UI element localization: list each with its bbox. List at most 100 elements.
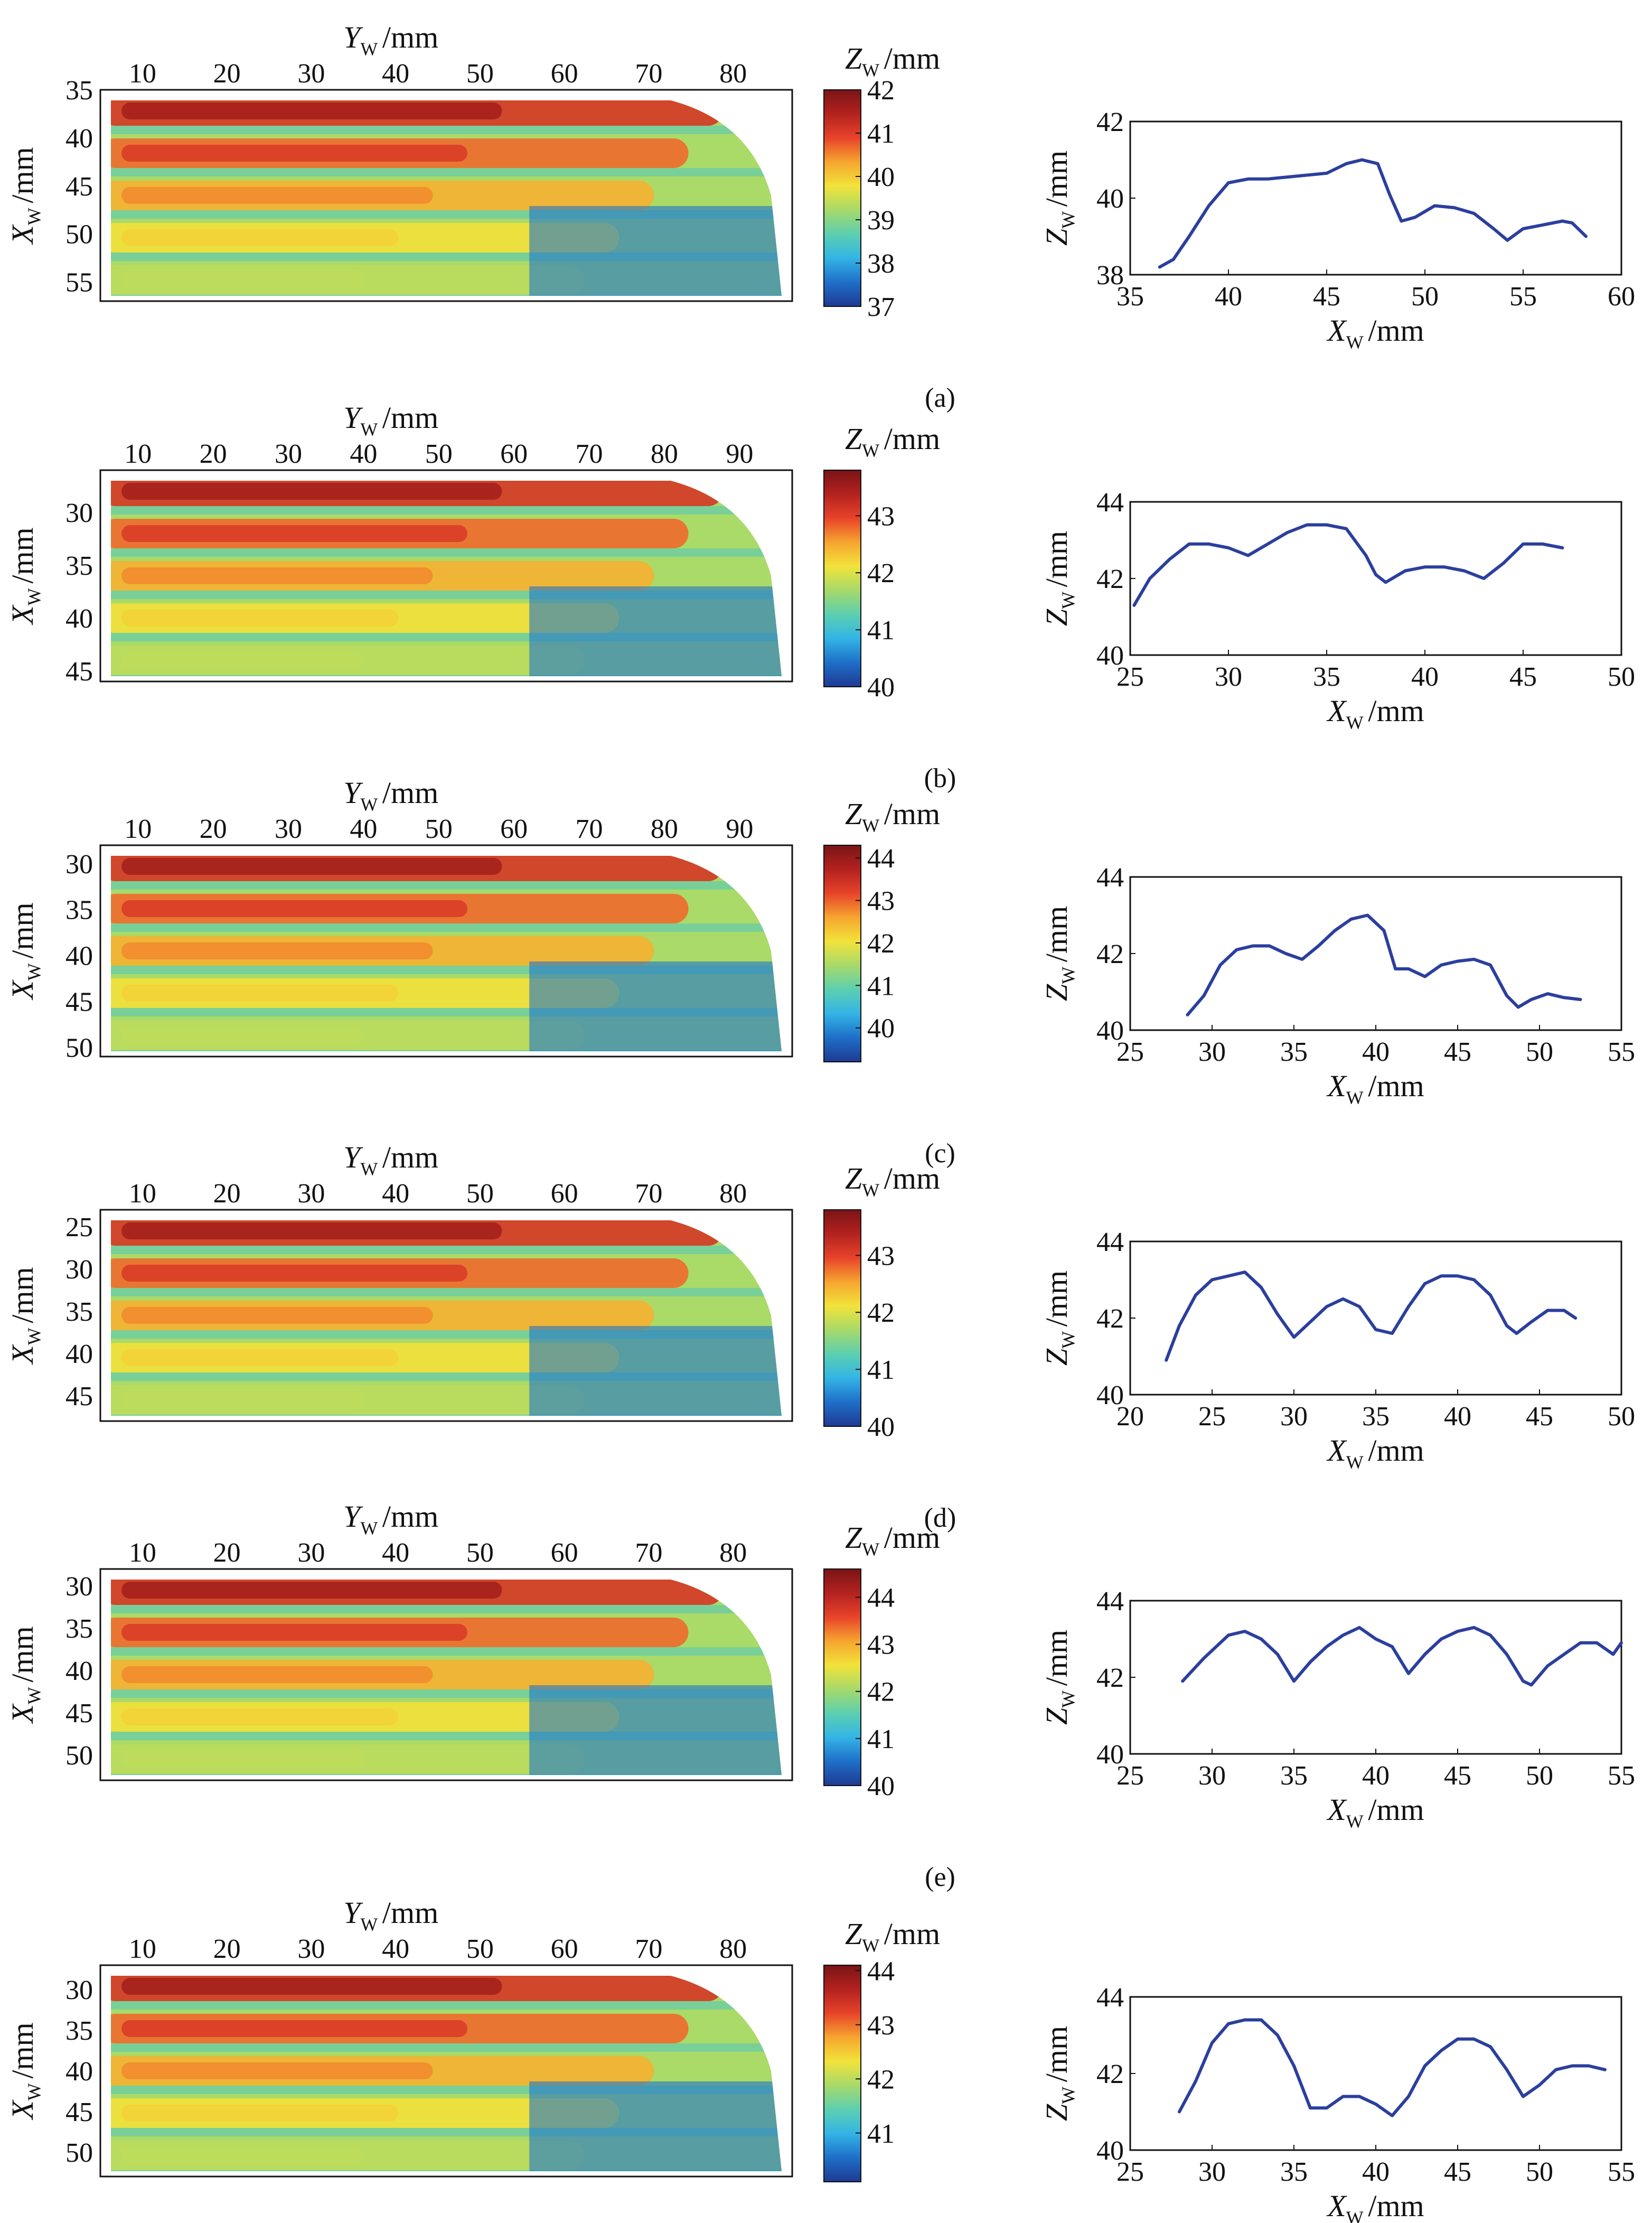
colorbar-zw-unit: /mm	[884, 1161, 940, 1195]
colorbar-tick: 40	[867, 162, 895, 192]
profile-zw-text: ZW/mm	[1039, 2026, 1079, 2121]
heatmap-yw-subscript: W	[360, 419, 378, 440]
colorbar-tick: 44	[867, 1956, 895, 1986]
heatmap-x-tick: 80	[719, 1934, 747, 1964]
profile-y-tick: 40	[1096, 1016, 1124, 1046]
heatmap-xw-label: XW/mm	[5, 527, 45, 625]
profile-frame	[1129, 1240, 1622, 1396]
heatmap-xw-text: XW/mm	[5, 1267, 45, 1365]
heatmap-gap	[111, 1647, 782, 1656]
heatmap-low-region	[529, 961, 782, 1051]
heatmap-y-tick: 45	[65, 987, 93, 1017]
profile-x-tick: 35	[1280, 1761, 1308, 1791]
heatmap-x-tick: 40	[382, 1934, 409, 1964]
heatmap-band-core	[121, 567, 433, 584]
heatmap-band-core	[121, 1978, 502, 1995]
heatmap-low-region	[529, 1326, 782, 1416]
heatmap-x-tick: 30	[297, 59, 325, 89]
heatmap-x-tick: 40	[350, 439, 377, 469]
panels: 10 20 30 40 50 60 70 80YW/mm3540455055XW/mm4241…	[5, 20, 1635, 2223]
colorbar-zw-unit: /mm	[884, 1520, 940, 1555]
heatmap-frame	[99, 844, 793, 1058]
heatmap-y-tick: 40	[65, 1339, 93, 1369]
profile-zw-unit: /mm	[1039, 2026, 1074, 2082]
heatmap-y-tick: 35	[65, 551, 93, 581]
colorbar-a: 42 41 40 39 38 37 ZW/mm	[823, 41, 940, 322]
colorbar-tick: 42	[867, 2065, 895, 2095]
profile-xw-symbol: X	[1326, 1069, 1347, 1103]
heatmap-yw-symbol: Y	[343, 1140, 363, 1174]
colorbar-zw-subscript: W	[862, 1936, 879, 1956]
heatmap-yw-label: YW/mm	[343, 400, 438, 440]
heatmap-x-tick: 20	[200, 814, 227, 844]
profile-y-tick: 44	[1096, 488, 1124, 518]
heatmap-x-tick: 70	[576, 439, 603, 469]
profile-zw-text: ZW/mm	[1039, 151, 1079, 246]
heatmap-xw-unit: /mm	[5, 2022, 40, 2078]
colorbar-tick: 43	[867, 886, 895, 917]
heatmap-yw-unit: /mm	[382, 1895, 438, 1930]
profile-y-tick: 42	[1096, 2059, 1124, 2089]
colorbar-zw-label: ZW/mm	[845, 1917, 940, 1956]
colorbar-zw-unit: /mm	[884, 1917, 940, 1951]
profile-line	[1186, 913, 1582, 1016]
heatmap-low-region	[529, 2081, 782, 2171]
colorbar-tick: 41	[867, 1724, 895, 1754]
heatmap-xw-unit: /mm	[5, 147, 40, 203]
profile-xw-symbol: X	[1326, 1433, 1347, 1468]
heatmap-yw-subscript: W	[360, 795, 378, 815]
heatmap-x-tick: 30	[275, 814, 302, 844]
heatmap-x-tick: 70	[635, 59, 662, 89]
heatmap-band-core	[121, 900, 467, 917]
heatmap-gap	[111, 1415, 782, 1416]
colorbar-tick: 39	[867, 206, 895, 236]
heatmap-band-core	[121, 229, 398, 246]
heatmap-band-core	[121, 1349, 398, 1366]
heatmap-band-core	[121, 1307, 433, 1324]
profile-x-tick: 40	[1215, 282, 1242, 312]
heatmap-yw-text: YW/mm	[343, 1895, 438, 1935]
profile-xw-text: XW/mm	[1326, 1433, 1424, 1473]
heatmap-low-region	[529, 206, 782, 296]
heatmap-y-tick: 40	[65, 604, 93, 634]
heatmap-x-tick: 90	[726, 439, 753, 469]
profile-x-tick: 20	[1116, 1402, 1144, 1432]
profile-zw-subscript: W	[1058, 592, 1079, 609]
heatmap-x-tick: 60	[551, 59, 578, 89]
heatmap-y-tick: 35	[65, 895, 93, 926]
profile-frame	[1129, 876, 1622, 1031]
heatmap-x-tick: 10	[129, 59, 156, 89]
heatmap-xw-subscript: W	[24, 208, 45, 225]
heatmap-x-tick: 50	[466, 1934, 494, 1964]
heatmap-y-tick: 45	[65, 657, 93, 687]
heatmap-x-tick: 80	[651, 814, 678, 844]
profile-x-tick: 40	[1362, 2157, 1390, 2187]
heatmap-xw-label: XW/mm	[5, 1267, 45, 1365]
colorbar-zw-symbol: Z	[845, 1161, 862, 1195]
heatmap-band-core	[121, 1265, 467, 1282]
heatmap-xw-text: XW/mm	[5, 527, 45, 625]
heatmap-x-tick: 70	[635, 1538, 662, 1568]
colorbar-zw-symbol: Z	[845, 1917, 862, 1951]
heatmap-gap	[111, 506, 782, 515]
heatmap-y-tick: 50	[65, 2138, 93, 2168]
heatmap-x-tick: 10	[129, 1934, 156, 1964]
heatmap-x-tick: 20	[213, 1538, 241, 1568]
heatmap-frame	[99, 469, 793, 683]
profile-y-tick: 44	[1096, 1983, 1124, 2013]
profile-xw-text: XW/mm	[1326, 313, 1424, 353]
heatmap-frame	[99, 89, 793, 302]
profile-x-tick: 45	[1526, 1402, 1553, 1432]
heatmap-frame	[99, 1568, 793, 1781]
heatmap-x-tick: 40	[382, 59, 409, 89]
profile-x-tick: 55	[1608, 1761, 1635, 1791]
profile-x-tick: 35	[1280, 1037, 1308, 1067]
heatmap-x-tick: 90	[726, 814, 753, 844]
profile-xw-subscript: W	[1346, 332, 1364, 353]
heatmap-y-tick: 45	[65, 2097, 93, 2127]
heatmap-band-core	[121, 187, 433, 204]
profile-x-tick: 45	[1509, 662, 1537, 692]
profile-zw-label: ZW/mm	[1039, 2026, 1079, 2121]
